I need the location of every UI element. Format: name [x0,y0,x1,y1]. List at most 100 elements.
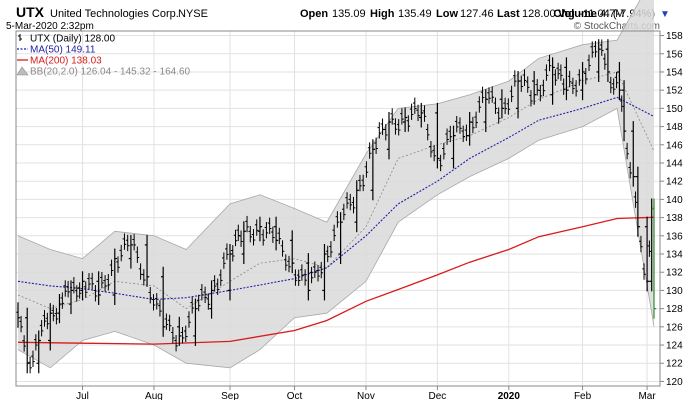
price-bar [280,240,285,257]
price-bar [174,335,178,352]
price-bar [402,107,408,133]
price-bar [538,84,543,102]
price-bar [296,269,301,287]
plot-frame [15,30,661,387]
y-tick-label: 128 [666,304,683,315]
price-bar [190,297,195,314]
high-value: 135.49 [398,8,432,20]
date-label: 5-Mar-2020 2:32pm [6,21,94,32]
y-tick-label: 120 [666,377,683,388]
price-bar [177,316,182,346]
price-bar [36,330,41,374]
legend-label: UTX (Daily) 128.00 [30,34,115,45]
price-bar [87,273,91,290]
price-bar [603,53,607,70]
price-bar [154,293,159,310]
price-bar [358,174,362,192]
price-bar [445,128,449,145]
price-bar [96,271,101,305]
y-axis: 120 122 124 126 128 130 132 134 136 138 140 142 144 1… [660,31,683,388]
price-bar [345,192,349,209]
price-bar [322,244,327,301]
price-bar [354,180,359,233]
price-bar [183,325,188,342]
price-bar [135,246,140,263]
price-bar [319,261,324,279]
price-bar [550,57,555,105]
price-bar [66,280,70,298]
price-bar [531,71,537,105]
price-bar [525,76,530,93]
price-bar [187,311,191,328]
price-bar [332,224,336,242]
y-tick-label: 150 [666,104,683,115]
price-bar [63,280,68,297]
price-bar [406,115,411,132]
price-bar [544,64,549,81]
price-bar [564,57,569,101]
legend-item: BB(20,2.0) 126.04 - 145.32 - 164.60 [16,66,191,78]
price-bar [503,97,507,115]
price-bar [100,271,104,289]
price-bar [171,327,175,344]
price-bar [335,211,340,228]
x-tick-label: 2020 [498,391,521,400]
price-bar [196,294,201,312]
price-bar [454,115,459,133]
price-bar [45,312,50,330]
price-bar [419,102,424,128]
price-bar [83,281,88,298]
price-bar [377,122,382,139]
price-bar [541,79,546,97]
price-bar [458,117,462,134]
price-bar [396,119,401,136]
bollinger-band [17,0,655,369]
price-bar [561,78,566,95]
price-bar [122,233,127,250]
price-bar [614,71,619,89]
price-bar [619,95,624,112]
price-bar [577,69,582,86]
legend-swatch [16,66,29,76]
y-tick-label: 136 [666,231,683,242]
y-tick-label: 132 [666,268,683,279]
price-bar [628,162,632,179]
price-bar [300,264,304,281]
price-bar [142,269,146,286]
y-tick-label: 152 [666,86,683,97]
price-bar [393,118,398,135]
price-bar [425,123,430,141]
price-bar [128,234,134,269]
high-label: High [370,8,395,20]
price-bar [553,69,558,86]
price-bar [471,116,475,134]
price-bar [251,229,256,246]
x-tick-label: Nov [357,391,375,400]
price-bar [22,335,26,352]
price-bar [496,107,501,124]
price-bar [193,298,198,346]
x-tick-label: Aug [145,391,163,400]
price-bar [480,86,485,104]
price-bar [400,108,404,125]
price-bar [51,304,56,322]
price-bar [103,275,107,292]
price-bar [367,142,372,159]
legend-item: MA(200) 138.03 [17,56,102,67]
price-bar [293,269,298,286]
price-bar [34,334,38,351]
price-bar [522,69,527,86]
price-bar [432,144,436,162]
legend-label: MA(50) 149.11 [30,45,96,56]
exchange-label: NYSE [178,8,208,20]
price-bar [290,230,295,274]
company-label: United Technologies Corp. [50,8,179,20]
price-bar [151,294,156,311]
price-bar [271,226,275,243]
price-bar [241,221,247,265]
price-bar [57,294,62,324]
price-bar [329,241,333,258]
price-bar [442,143,446,160]
price-bar [596,39,601,82]
